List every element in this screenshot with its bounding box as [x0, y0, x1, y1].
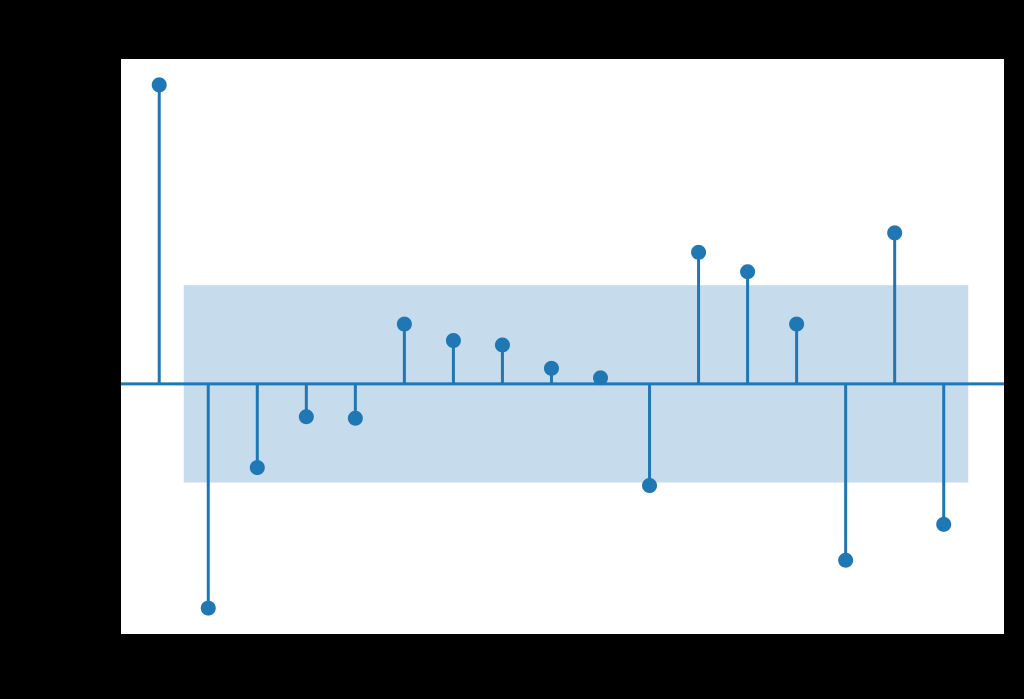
stem-marker [151, 77, 167, 93]
stem-marker [396, 316, 412, 332]
stem-marker [249, 460, 265, 476]
stem-marker [789, 316, 805, 332]
stem-marker [887, 225, 903, 241]
stem-marker [838, 552, 854, 568]
stem-marker [543, 360, 559, 376]
stem-marker [936, 516, 952, 532]
stem-marker [347, 410, 363, 426]
stem-marker [494, 337, 510, 353]
plot-frame [119, 57, 1006, 636]
stem-marker [445, 333, 461, 349]
stem-marker [592, 370, 608, 386]
stem-marker [691, 244, 707, 260]
stem-marker [298, 409, 314, 425]
stem-marker [200, 600, 216, 616]
stem-marker [642, 478, 658, 494]
stem-marker [740, 264, 756, 280]
